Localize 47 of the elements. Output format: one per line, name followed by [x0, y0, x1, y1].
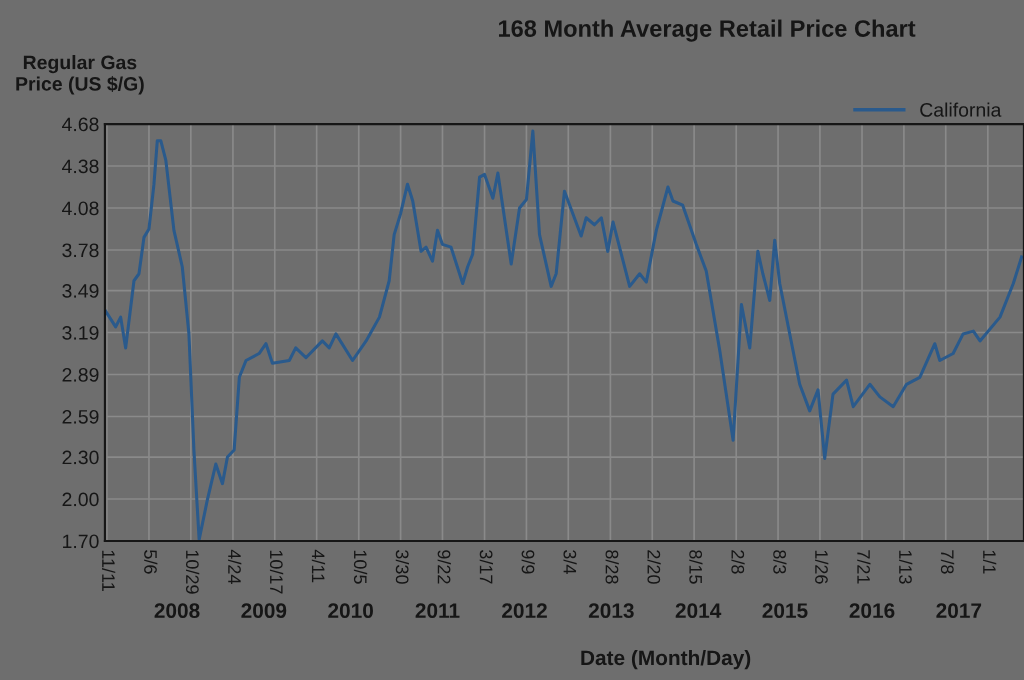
y-tick-label: 2.89 [62, 367, 99, 382]
y-axis-title: Regular Gas Price (US $/G) [16, 55, 144, 95]
x-tick-label: 3/30 [395, 550, 410, 584]
x2-tick-label: 2011 [415, 603, 460, 619]
x-tick-label: 7/8 [940, 550, 955, 574]
x-axis-title: Date (Month/Day) [581, 649, 751, 670]
x2-tick-label: 2012 [502, 603, 547, 619]
x-tick-label: 1/26 [815, 550, 829, 584]
x2-tick-label: 2014 [675, 603, 722, 619]
y-tick-label: 1.70 [63, 534, 99, 549]
y-tick-label: 3.78 [62, 243, 99, 258]
x2-tick-label: 2016 [849, 603, 895, 619]
x-tick-label: 1/1 [983, 550, 997, 574]
x-tick-label: 8/15 [689, 550, 703, 584]
x-tick-label: 3/17 [479, 550, 493, 584]
y-tick-label: 4.38 [62, 159, 99, 174]
x-tick-label: 3/4 [563, 550, 577, 574]
x-tick-label: 9/9 [521, 550, 535, 574]
x-tick-label: 11/11 [102, 550, 116, 591]
x-tick-label: 10/17 [269, 550, 284, 594]
chart-title: 168 Month Average Retail Price Chart [499, 19, 916, 42]
x-tick-label: 2/8 [731, 550, 745, 574]
x-tick-label: 5/6 [144, 550, 158, 574]
x-tick-label: 1/13 [899, 550, 913, 584]
x2-tick-label: 2008 [154, 603, 200, 619]
x2-tick-label: 2017 [936, 603, 982, 619]
y-tick-label: 2.00 [62, 492, 99, 507]
y-tick-label: 4.68 [62, 117, 99, 132]
x2-tick-label: 2015 [762, 603, 808, 619]
x-tick-label: 7/21 [857, 550, 871, 584]
x-tick-label: 8/28 [605, 550, 619, 584]
x-tick-label: 4/11 [311, 549, 326, 583]
x2-tick-label: 2013 [588, 603, 634, 619]
x-tick-label: 9/22 [437, 550, 451, 584]
x-tick-label: 2/20 [647, 550, 661, 584]
x-tick-label: 10/29 [185, 550, 200, 594]
y-tick-label: 2.59 [62, 409, 99, 424]
y-tick-label: 3.49 [62, 284, 99, 298]
x-tick-label: 8/3 [773, 550, 787, 574]
y-tick-label: 2.30 [62, 450, 99, 465]
legend-label: California [920, 102, 1002, 117]
x-tick-label: 10/5 [353, 550, 368, 584]
y-tick-label: 3.19 [62, 325, 99, 340]
x2-tick-label: 2010 [328, 603, 373, 619]
x2-tick-label: 2009 [241, 603, 287, 619]
y-tick-label: 4.08 [62, 201, 99, 216]
x-tick-label: 4/24 [228, 549, 242, 584]
